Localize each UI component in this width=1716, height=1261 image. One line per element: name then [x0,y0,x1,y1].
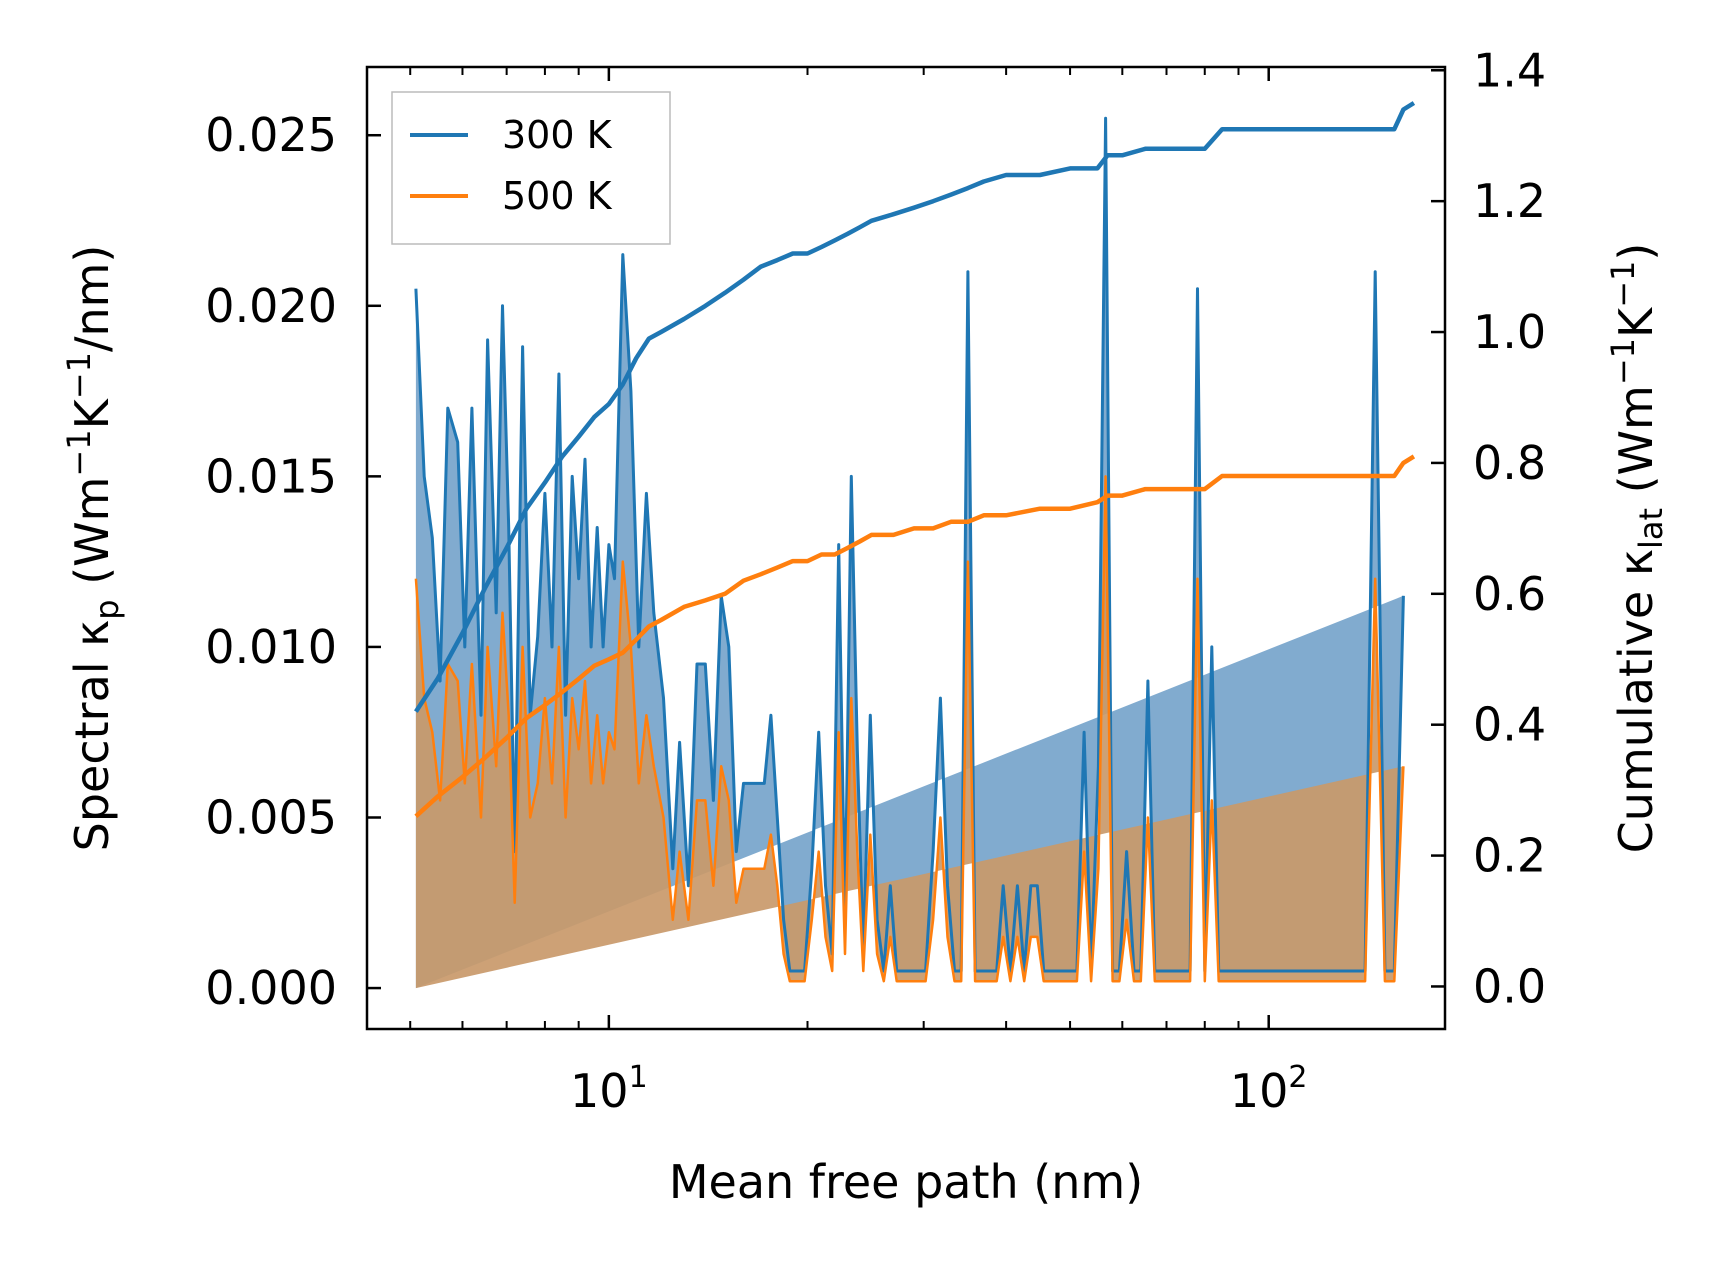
spectral-area-500k [415,476,1404,989]
left-y-tick-label: 0.015 [205,449,337,503]
cumulative-line-500k [414,454,1416,818]
right-y-axis-title: Cumulative κlat (Wm−1K−1) [1604,243,1670,854]
right-y-tick-label: 1.2 [1473,174,1546,228]
right-y-tick-label: 1.0 [1473,305,1546,359]
legend-box [391,91,671,245]
spectral-area-300k [415,118,1404,989]
right-y-tick-label: 0.2 [1473,829,1546,883]
right-y-tick-label: 0.4 [1473,698,1546,752]
axes-frame [365,65,1447,1031]
legend: 300 K 500 K [391,91,671,245]
right-y-tick-label: 1.4 [1473,43,1546,97]
spectral-line-500k [414,475,1405,983]
plot-area [414,101,1416,989]
x-tick-label-100: 102 [1230,1060,1308,1118]
axis-ticks [367,67,1445,1029]
right-y-tick-label: 0.8 [1473,436,1546,490]
left-y-tick-label: 0.005 [205,790,337,844]
legend-label-500k: 500 K [502,174,613,218]
right-y-tick-label: 0.6 [1473,567,1546,621]
left-y-axis-title: Spectral κp (Wm−1K−1/nm) [60,245,126,852]
legend-label-300k: 300 K [502,113,613,157]
right-y-tick-label: 0.0 [1473,959,1546,1013]
left-y-tick-label: 0.000 [205,961,337,1015]
left-y-tick-label: 0.010 [205,620,337,674]
left-y-tick-label: 0.025 [205,108,337,162]
cumulative-line-300k [414,101,1416,713]
x-tick-label-10: 101 [570,1060,648,1118]
x-axis-title: Mean free path (nm) [669,1155,1143,1209]
left-y-tick-label: 0.020 [205,279,337,333]
